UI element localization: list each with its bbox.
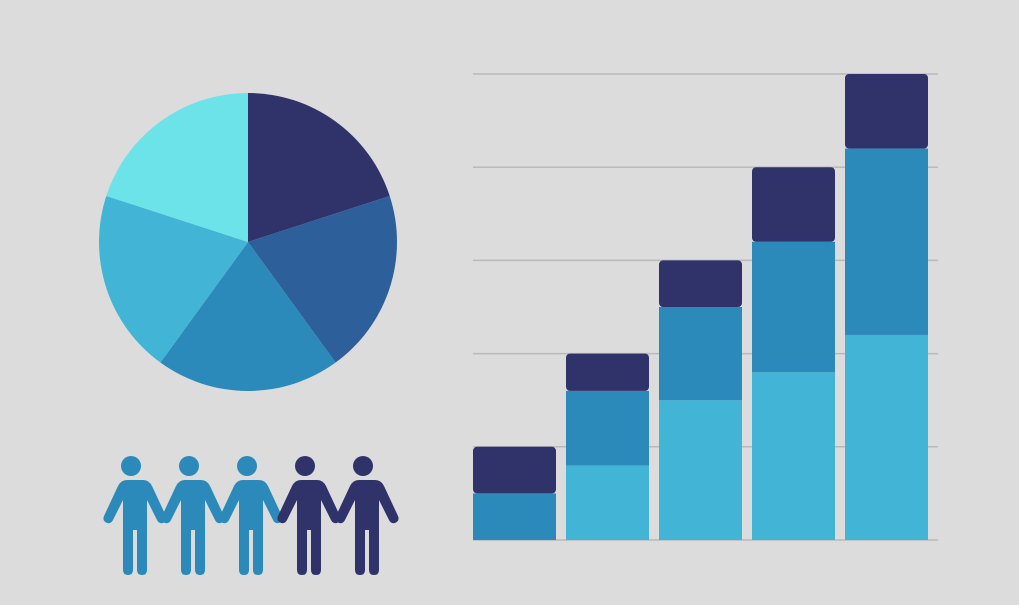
bar-segment: [566, 390, 649, 466]
bar-segment: [752, 241, 835, 373]
bar-segment: [752, 167, 835, 242]
pie-slice: [106, 93, 249, 242]
bar-segment: [566, 353, 649, 391]
bar-segment: [752, 372, 835, 540]
bar-segment: [659, 400, 742, 540]
bar-segment: [845, 148, 928, 335]
bar-segment: [659, 307, 742, 401]
bar-segment: [473, 446, 556, 494]
bar-segment: [845, 74, 928, 149]
pie-slice: [160, 242, 336, 391]
bar-segment: [566, 465, 649, 540]
bar-segment: [659, 260, 742, 307]
bar-segment: [845, 334, 928, 540]
pie-slice: [99, 195, 248, 363]
pie-slice: [248, 93, 390, 242]
pie-slice: [248, 195, 397, 363]
bar-segment: [473, 493, 556, 540]
